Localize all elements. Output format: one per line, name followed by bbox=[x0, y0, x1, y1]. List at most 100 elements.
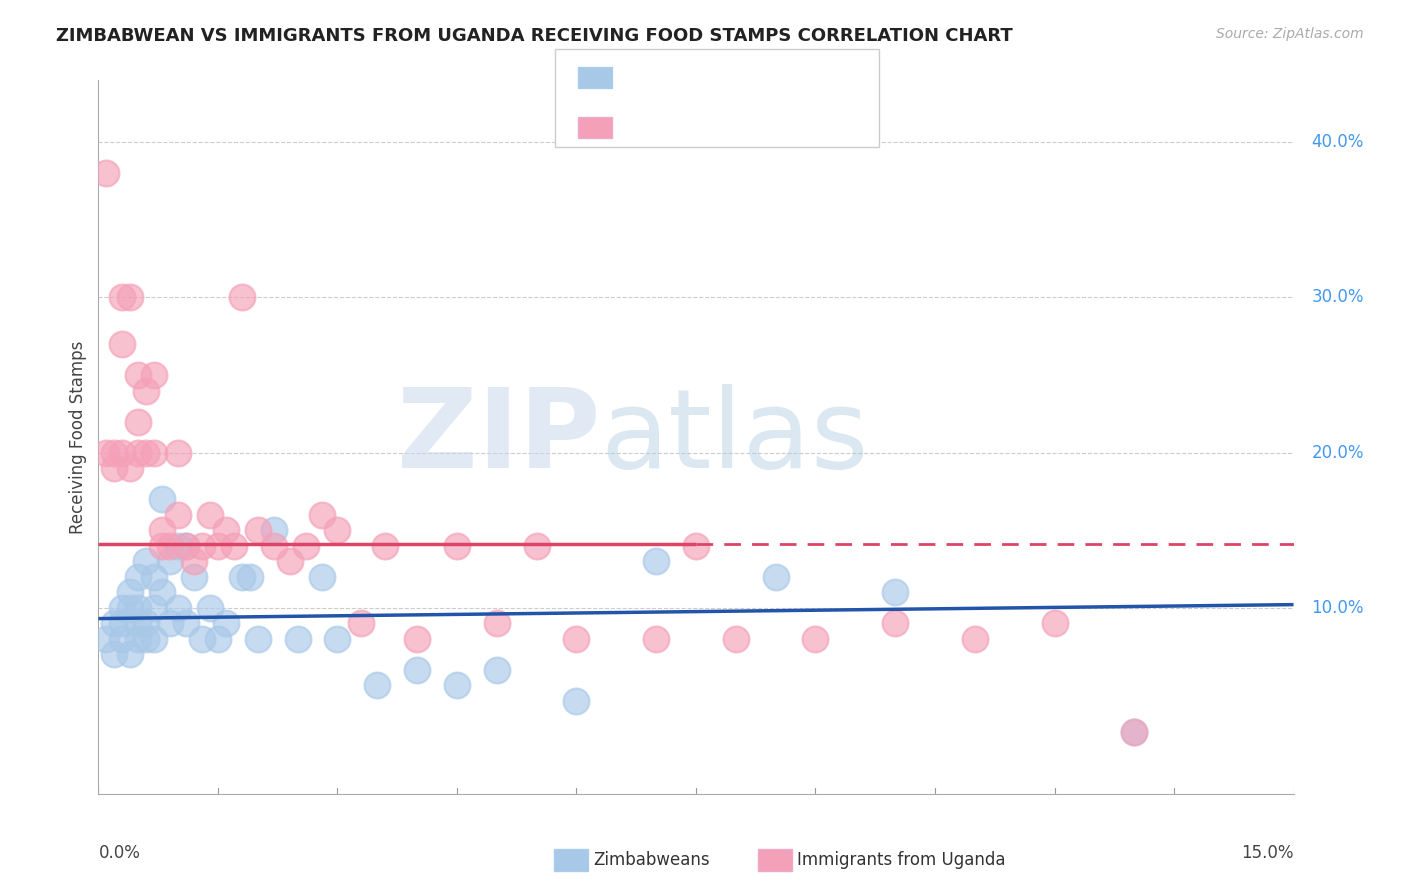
Point bbox=[231, 290, 253, 304]
Point bbox=[215, 523, 238, 537]
Point bbox=[174, 539, 197, 553]
Point bbox=[127, 570, 149, 584]
Text: R = 0.036   N = 48: R = 0.036 N = 48 bbox=[619, 69, 789, 87]
Point bbox=[111, 616, 134, 631]
Point bbox=[103, 647, 125, 661]
Text: 40.0%: 40.0% bbox=[1312, 133, 1364, 152]
Point bbox=[143, 368, 166, 382]
Point bbox=[120, 290, 142, 304]
Point bbox=[246, 632, 269, 646]
Text: 10.0%: 10.0% bbox=[1312, 599, 1364, 616]
Point bbox=[645, 554, 668, 568]
Point bbox=[263, 523, 285, 537]
Point bbox=[96, 166, 118, 180]
Text: 30.0%: 30.0% bbox=[1312, 288, 1364, 307]
Point bbox=[215, 616, 238, 631]
Point bbox=[135, 632, 157, 646]
Text: 0.0%: 0.0% bbox=[98, 844, 141, 862]
Text: 15.0%: 15.0% bbox=[1241, 844, 1294, 862]
Point bbox=[446, 539, 468, 553]
Text: Zimbabweans: Zimbabweans bbox=[593, 851, 710, 869]
Point bbox=[120, 600, 142, 615]
Point bbox=[174, 539, 197, 553]
Point bbox=[103, 616, 125, 631]
Point bbox=[150, 492, 173, 507]
Point bbox=[103, 445, 125, 459]
Point bbox=[159, 616, 181, 631]
Point bbox=[127, 616, 149, 631]
Point bbox=[111, 337, 134, 351]
Point bbox=[143, 632, 166, 646]
Text: Immigrants from Uganda: Immigrants from Uganda bbox=[797, 851, 1005, 869]
Text: 20.0%: 20.0% bbox=[1312, 443, 1364, 461]
Point bbox=[311, 508, 333, 522]
Point bbox=[326, 523, 349, 537]
Point bbox=[239, 570, 262, 584]
Point bbox=[311, 570, 333, 584]
Point bbox=[765, 570, 787, 584]
Point bbox=[246, 523, 269, 537]
Point bbox=[287, 632, 309, 646]
Point bbox=[263, 539, 285, 553]
Point bbox=[685, 539, 707, 553]
Point bbox=[884, 585, 907, 599]
Point bbox=[96, 445, 118, 459]
Y-axis label: Receiving Food Stamps: Receiving Food Stamps bbox=[69, 341, 87, 533]
Point bbox=[485, 616, 508, 631]
Point bbox=[111, 445, 134, 459]
Point bbox=[366, 678, 388, 692]
Point bbox=[174, 616, 197, 631]
Point bbox=[198, 508, 221, 522]
Point bbox=[150, 523, 173, 537]
Point bbox=[127, 632, 149, 646]
Point bbox=[804, 632, 827, 646]
Text: Source: ZipAtlas.com: Source: ZipAtlas.com bbox=[1216, 27, 1364, 41]
Point bbox=[135, 616, 157, 631]
Point bbox=[198, 600, 221, 615]
Point bbox=[350, 616, 373, 631]
Point bbox=[143, 600, 166, 615]
Point bbox=[111, 632, 134, 646]
Point bbox=[406, 663, 429, 677]
Point bbox=[103, 461, 125, 475]
Point bbox=[150, 539, 173, 553]
Text: atlas: atlas bbox=[600, 384, 869, 491]
Point bbox=[143, 570, 166, 584]
Point bbox=[231, 570, 253, 584]
Point bbox=[565, 694, 588, 708]
Point bbox=[183, 554, 205, 568]
Point bbox=[1043, 616, 1066, 631]
Point bbox=[167, 508, 190, 522]
Point bbox=[127, 600, 149, 615]
Point bbox=[120, 585, 142, 599]
Point bbox=[135, 445, 157, 459]
Point bbox=[884, 616, 907, 631]
Point bbox=[191, 539, 214, 553]
Point bbox=[446, 678, 468, 692]
Point bbox=[111, 600, 134, 615]
Point bbox=[724, 632, 747, 646]
Point bbox=[167, 600, 190, 615]
Point bbox=[135, 384, 157, 398]
Point bbox=[150, 585, 173, 599]
Point bbox=[127, 368, 149, 382]
Point bbox=[294, 539, 316, 553]
Point bbox=[167, 539, 190, 553]
Point bbox=[159, 539, 181, 553]
Point bbox=[207, 632, 229, 646]
Point bbox=[120, 647, 142, 661]
Text: ZIP: ZIP bbox=[396, 384, 600, 491]
Point bbox=[207, 539, 229, 553]
Point bbox=[526, 539, 548, 553]
Point bbox=[167, 445, 190, 459]
Point bbox=[374, 539, 396, 553]
Point bbox=[645, 632, 668, 646]
Point bbox=[222, 539, 245, 553]
Point bbox=[96, 632, 118, 646]
Point bbox=[120, 461, 142, 475]
Point bbox=[406, 632, 429, 646]
Point bbox=[127, 445, 149, 459]
Point bbox=[326, 632, 349, 646]
Point bbox=[183, 570, 205, 584]
Point bbox=[191, 632, 214, 646]
